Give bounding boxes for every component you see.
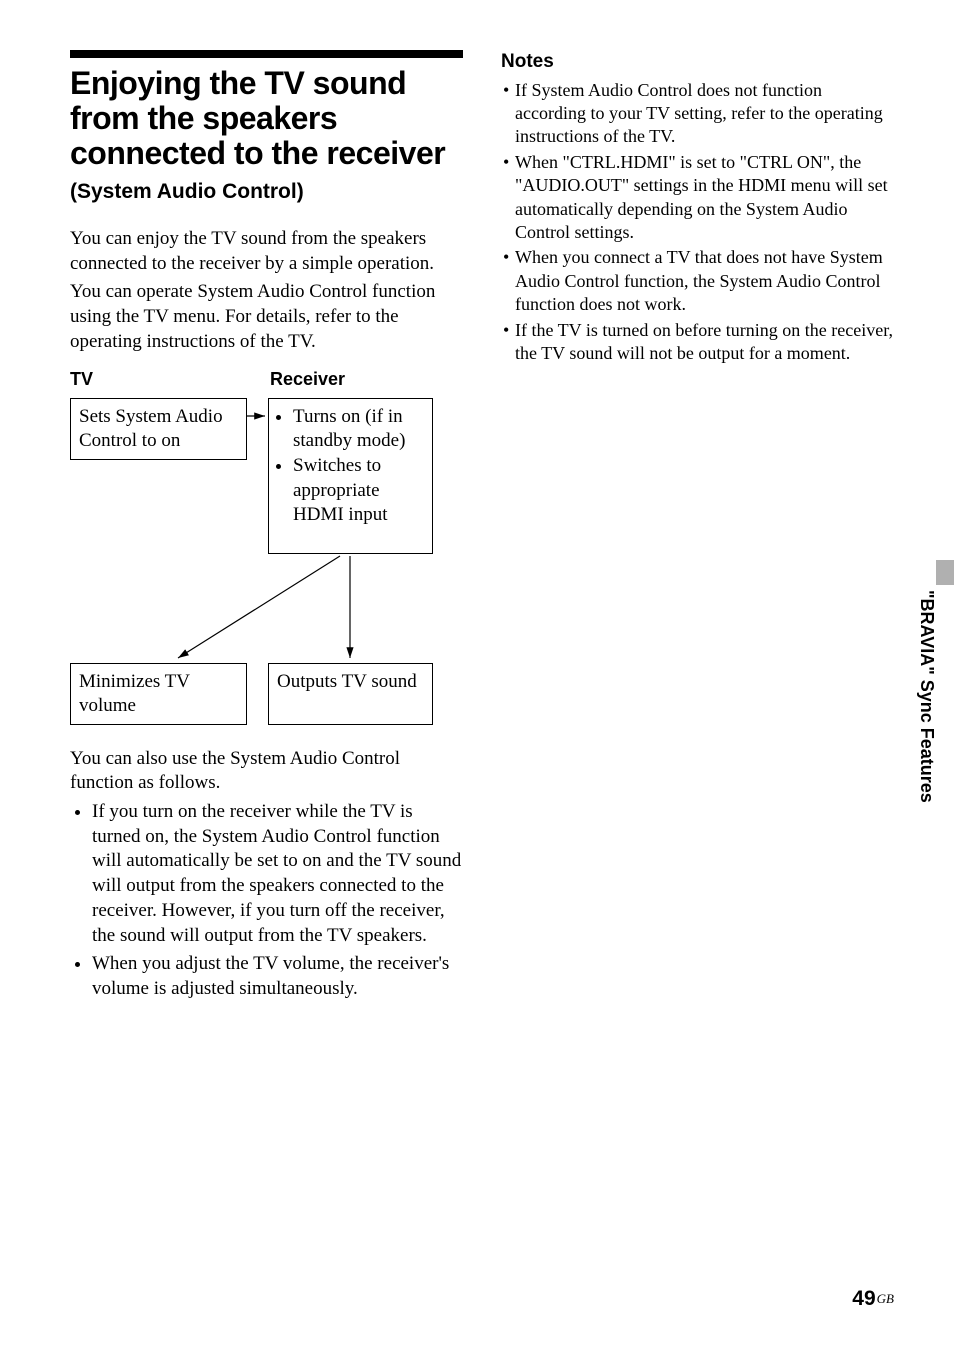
diagram-headers: TV Receiver xyxy=(70,368,463,391)
notes-heading: Notes xyxy=(501,50,894,75)
box-tv-top-text: Sets System Audio Control to on xyxy=(79,406,223,452)
follow-intro: You can also use the System Audio Contro… xyxy=(70,747,463,796)
intro-para-1: You can enjoy the TV sound from the spea… xyxy=(70,227,463,276)
follow-bullet-1: If you turn on the receiver while the TV… xyxy=(92,800,463,948)
note-3: When you connect a TV that does not have… xyxy=(511,246,894,316)
page-number: 49GB xyxy=(852,1285,894,1312)
note-2: When "CTRL.HDMI" is set to "CTRL ON", th… xyxy=(511,151,894,245)
note-1: If System Audio Control does not functio… xyxy=(511,79,894,149)
box-rx-bullet-2: Switches to appropriate HDMI input xyxy=(293,454,424,528)
diagram-header-receiver: Receiver xyxy=(270,368,345,391)
intro-para-2: You can operate System Audio Control fun… xyxy=(70,280,463,354)
notes-list: If System Audio Control does not functio… xyxy=(501,79,894,366)
side-section-label: "BRAVIA" Sync Features xyxy=(915,590,938,803)
box-tv-sets-control: Sets System Audio Control to on xyxy=(70,398,247,460)
box-receiver-output: Outputs TV sound xyxy=(268,663,433,725)
side-tab xyxy=(936,560,954,585)
page-number-value: 49 xyxy=(852,1287,875,1310)
note-4: If the TV is turned on before turning on… xyxy=(511,319,894,366)
diagram-header-tv: TV xyxy=(70,368,270,391)
flow-diagram: Sets System Audio Control to on Turns on… xyxy=(70,398,430,733)
follow-list: If you turn on the receiver while the TV… xyxy=(70,800,463,1002)
sub-title: (System Audio Control) xyxy=(70,178,463,205)
box-receiver-actions: Turns on (if in standby mode) Switches t… xyxy=(268,398,433,554)
right-column: Notes If System Audio Control does not f… xyxy=(501,50,894,1006)
left-column: Enjoying the TV sound from the speakers … xyxy=(70,50,463,1006)
follow-bullet-2: When you adjust the TV volume, the recei… xyxy=(92,952,463,1001)
box-tv-bot-text: Minimizes TV volume xyxy=(79,671,190,717)
title-rule xyxy=(70,50,463,58)
box-rx-bullet-1: Turns on (if in standby mode) xyxy=(293,405,424,454)
page-region: GB xyxy=(877,1291,894,1306)
main-title: Enjoying the TV sound from the speakers … xyxy=(70,66,463,172)
intro-block: You can enjoy the TV sound from the spea… xyxy=(70,227,463,354)
box-rx-bot-text: Outputs TV sound xyxy=(277,671,417,692)
box-tv-minimize: Minimizes TV volume xyxy=(70,663,247,725)
